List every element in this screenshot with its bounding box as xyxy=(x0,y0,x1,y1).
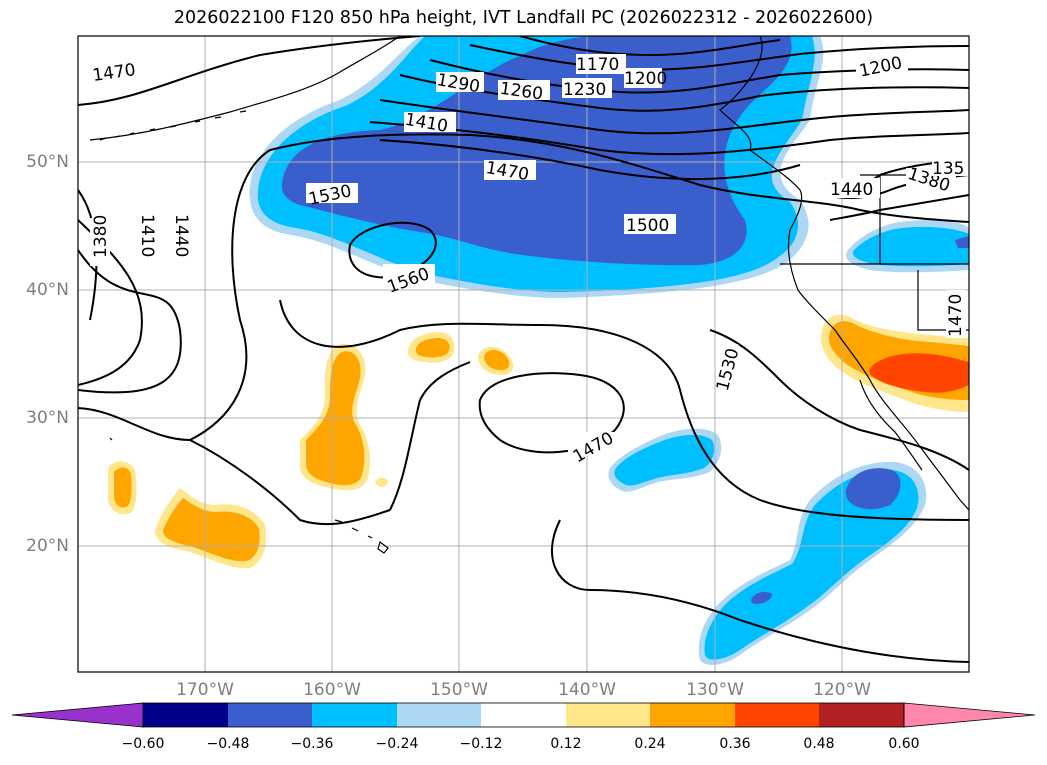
contour-label: 1500 xyxy=(626,216,669,236)
colorbar-bin xyxy=(819,703,904,727)
gridlines xyxy=(78,36,969,672)
contour-label: 1410 xyxy=(137,214,157,257)
colorbar-bin xyxy=(481,703,566,727)
contour-label: 1380 xyxy=(91,215,111,258)
lon-label: 130°W xyxy=(686,680,744,700)
colorbar-bin xyxy=(228,703,312,727)
colorbar-tick-label: 0.60 xyxy=(888,736,920,752)
lon-label: 160°W xyxy=(303,680,361,700)
lat-label: 20°N xyxy=(26,536,69,556)
lon-label: 150°W xyxy=(430,680,488,700)
contour-label: 1470 xyxy=(946,294,966,337)
contour-label: 1170 xyxy=(576,55,619,75)
contour-label: 1230 xyxy=(563,80,606,100)
alaska-peninsula xyxy=(89,36,401,141)
colorbar-tick-label: 0.36 xyxy=(719,736,751,752)
colorbar-tick-label: −0.24 xyxy=(375,736,419,752)
lat-label: 50°N xyxy=(26,152,69,172)
colorbar-bin xyxy=(650,703,735,727)
map-frame xyxy=(77,35,970,673)
lon-label: 170°W xyxy=(176,680,234,700)
state-borders xyxy=(780,174,969,331)
lon-label: 140°W xyxy=(558,680,616,700)
colorbar-extend-max xyxy=(903,702,1036,728)
colorbar-tick-label: −0.12 xyxy=(459,736,503,752)
contour-labels: 1470 1290 1260 1230 1170 1200 1200 1410 … xyxy=(90,52,969,467)
lon-label: 120°W xyxy=(813,680,871,700)
colorbar-tick-label: 0.24 xyxy=(634,736,666,752)
baja-california xyxy=(859,379,923,471)
colorbar-bin xyxy=(143,703,228,727)
colorbar-tick-label: −0.36 xyxy=(290,736,334,752)
colorbar-tick-label: −0.60 xyxy=(121,736,165,752)
colorbar-extend-min xyxy=(11,702,144,728)
contour-label: 135 xyxy=(932,159,964,179)
contour-label: 1440 xyxy=(830,180,873,200)
colorbar-tick-label: 0.48 xyxy=(803,736,835,752)
ivt-negative-region-dark xyxy=(281,36,792,266)
lat-label: 30°N xyxy=(26,408,69,428)
north-america-west-coast xyxy=(719,36,969,511)
colorbar-bin xyxy=(735,703,819,727)
lat-label: 40°N xyxy=(26,280,69,300)
colorbar-bin xyxy=(397,703,481,727)
colorbar-bin xyxy=(312,703,397,727)
aleutian-islands xyxy=(99,110,247,141)
colorbar-tick-label: −0.48 xyxy=(206,736,250,752)
colorbar xyxy=(11,702,1036,728)
contour-label: 1200 xyxy=(624,69,667,89)
colorbar-bin xyxy=(566,703,650,727)
coastlines xyxy=(89,36,969,554)
colorbar-tick-label: 0.12 xyxy=(550,736,582,752)
map-title: 2026022100 F120 850 hPa height, IVT Land… xyxy=(173,8,874,28)
hawaii xyxy=(334,519,389,554)
contour-label: 1440 xyxy=(171,214,191,257)
